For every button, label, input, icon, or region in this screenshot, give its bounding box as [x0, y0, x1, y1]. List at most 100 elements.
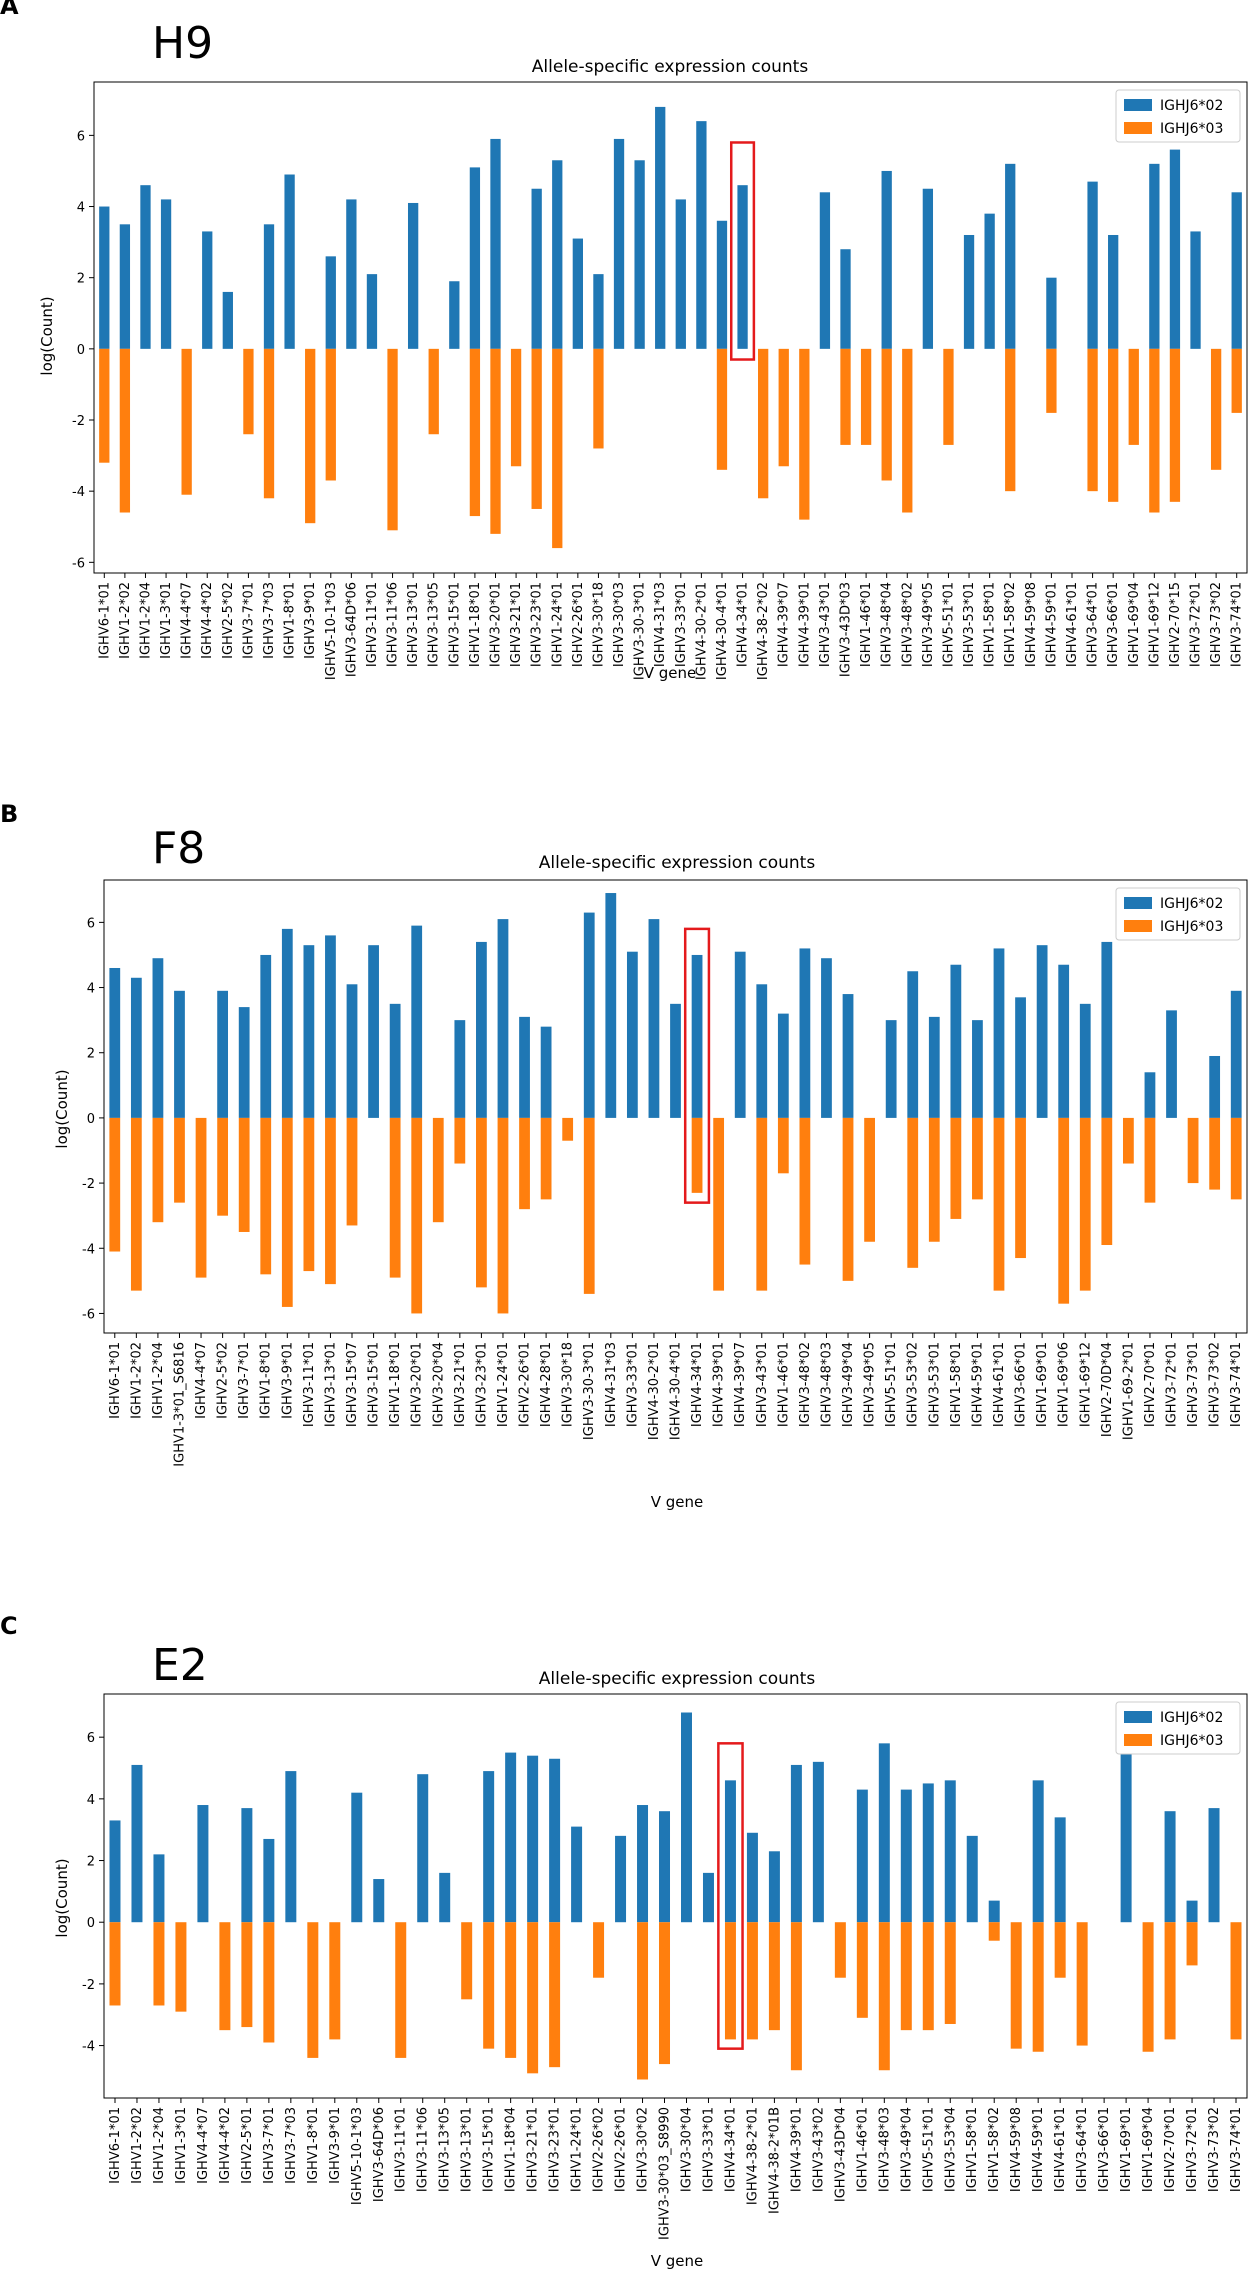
y-tick-label: 4 — [87, 1793, 95, 1808]
bar-ighj6-02 — [454, 1020, 466, 1118]
x-tick-label: IGHV3-53*01 — [962, 582, 977, 667]
bar-ighj6-02 — [691, 954, 703, 1118]
x-tick-label: IGHV2-26*01 — [571, 582, 586, 667]
x-tick-label: IGHV2-70*01 — [1163, 2107, 1178, 2192]
bar-ighj6-02 — [131, 1764, 143, 1923]
x-tick-label: IGHV3-15*01 — [367, 1342, 382, 1427]
x-tick-label: IGHV3-7*03 — [284, 2107, 299, 2184]
x-tick-label: IGHV1-2*04 — [138, 582, 153, 659]
x-tick-label: IGHV3-43*01 — [818, 582, 833, 667]
x-tick-label: IGHV3-74*01 — [1230, 582, 1245, 667]
bar-ighj6-02 — [1231, 192, 1242, 349]
x-tick-label: IGHV4-4*07 — [180, 582, 195, 659]
x-tick-label: IGHV4-39*01 — [712, 1342, 727, 1427]
bar-ighj6-03 — [153, 1922, 165, 2006]
panel-c: C E2 Allele-specific expression counts V… — [0, 1612, 1248, 2270]
bar-ighj6-02 — [572, 238, 583, 349]
bar-ighj6-02 — [634, 160, 645, 349]
bar-ighj6-02 — [1190, 231, 1201, 349]
x-tick-label: IGHV1-2*04 — [152, 2107, 167, 2184]
y-tick-label: 6 — [87, 1731, 95, 1746]
x-tick-label: IGHV3-48*02 — [900, 582, 915, 667]
bar-ighj6-03 — [325, 348, 336, 481]
x-tick-label: IGHV3-23*01 — [474, 1342, 489, 1427]
bar-ighj6-02 — [988, 1900, 1000, 1923]
bar-ighj6-02 — [928, 1016, 940, 1118]
x-tick-label: IGHV3-13*01 — [323, 1342, 338, 1427]
bar-ighj6-02 — [449, 281, 460, 349]
y-tick-label: 0 — [87, 1916, 95, 1931]
bar-ighj6-03 — [1142, 1922, 1154, 2052]
plot-area — [93, 81, 1248, 574]
x-tick-label: IGHV1-18*01 — [388, 1342, 403, 1427]
bar-ighj6-03 — [790, 1922, 802, 2071]
bar-ighj6-02 — [152, 958, 164, 1118]
x-tick-label: IGHV2-5*02 — [216, 1342, 231, 1419]
bar-ighj6-02 — [109, 967, 121, 1118]
bar-ighj6-03 — [1230, 1117, 1242, 1200]
bar-ighj6-03 — [1010, 1922, 1022, 2049]
bar-ighj6-03 — [1032, 1922, 1044, 2052]
x-tick-label: IGHV3-73*02 — [1209, 582, 1224, 667]
bar-ighj6-02 — [263, 224, 275, 349]
y-tick-label: 2 — [87, 1855, 95, 1870]
bar-ighj6-02 — [476, 941, 487, 1118]
highlight-box — [683, 927, 711, 1204]
x-tick-label: IGHV4-39*01 — [789, 2107, 804, 2192]
bar-ighj6-02 — [907, 971, 919, 1118]
x-tick-label: IGHV1-69*01 — [1035, 1342, 1050, 1427]
x-tick-label: IGHV1-69*12 — [1078, 1342, 1093, 1427]
bar-ighj6-03 — [387, 348, 398, 531]
x-tick-label: IGHV3-72*01 — [1189, 582, 1204, 667]
legend-label-ighj6-03: IGHJ6*03 — [1160, 1733, 1223, 1749]
bar-ighj6-02 — [241, 1808, 253, 1923]
x-tick-label: IGHV4-38-2*02 — [756, 582, 771, 680]
bar-ighj6-03 — [768, 1922, 780, 2031]
x-tick-label: IGHV3-64D*06 — [344, 582, 359, 677]
x-tick-label: IGHV1-2*04 — [151, 1342, 166, 1419]
x-tick-label: IGHV2-5*02 — [221, 582, 236, 659]
bar-ighj6-02 — [670, 1003, 681, 1118]
bar-ighj6-03 — [840, 348, 851, 445]
x-tick-label: IGHV1-18*04 — [504, 2107, 519, 2192]
legend-label-ighj6-03: IGHJ6*03 — [1160, 121, 1223, 137]
legend-swatch-ighj6-02 — [1124, 1711, 1152, 1723]
x-tick-label: IGHV1-24*01 — [496, 1342, 511, 1427]
x-tick-label: IGHV3-9*01 — [303, 582, 318, 659]
bar-ighj6-03 — [175, 1922, 187, 2012]
bar-ighj6-02 — [724, 1780, 736, 1923]
bar-ighj6-03 — [305, 348, 316, 524]
bar-ighj6-03 — [746, 1922, 758, 2040]
y-tick-label: -2 — [82, 1978, 95, 1993]
y-tick-label: -2 — [82, 1177, 95, 1192]
x-tick-label: IGHV1-69-2*01 — [1121, 1342, 1136, 1440]
bar-ighj6-03 — [428, 348, 439, 435]
bar-ighj6-02 — [263, 1838, 275, 1923]
x-tick-label: IGHV4-31*03 — [604, 1342, 619, 1427]
bar-ighj6-03 — [195, 1117, 207, 1278]
x-tick-label: IGHV3-49*04 — [899, 2107, 914, 2192]
x-tick-label: IGHV3-13*05 — [438, 2107, 453, 2192]
bar-ighj6-03 — [713, 1117, 725, 1291]
x-tick-label: IGHV3-30*18 — [591, 582, 606, 667]
bar-ighj6-02 — [417, 1774, 429, 1923]
bar-ighj6-03 — [1210, 348, 1222, 470]
bar-ighj6-02 — [821, 958, 832, 1118]
bar-ighj6-02 — [346, 199, 357, 349]
bar-ighj6-02 — [153, 1854, 165, 1923]
bar-ighj6-03 — [944, 1922, 956, 2024]
bar-ighj6-03 — [476, 1117, 487, 1288]
x-tick-label: IGHV3-49*05 — [863, 1342, 878, 1427]
bar-ighj6-02 — [605, 893, 617, 1118]
bar-ighj6-03 — [346, 1117, 358, 1226]
x-tick-label: IGHV4-30-2*01 — [694, 582, 709, 680]
bar-ighj6-03 — [483, 1922, 495, 2049]
bar-ighj6-03 — [1054, 1922, 1066, 1978]
bar-ighj6-02 — [1149, 163, 1160, 349]
legend: IGHJ6*02 IGHJ6*03 — [1115, 89, 1241, 143]
x-tick-label: IGHV4-34*01 — [690, 1342, 705, 1427]
x-tick-label: IGHV3-23*01 — [530, 582, 545, 667]
sample-label: H9 — [152, 18, 213, 69]
bar-ighj6-03 — [1230, 1922, 1242, 2040]
bar-ighj6-03 — [1005, 348, 1016, 492]
